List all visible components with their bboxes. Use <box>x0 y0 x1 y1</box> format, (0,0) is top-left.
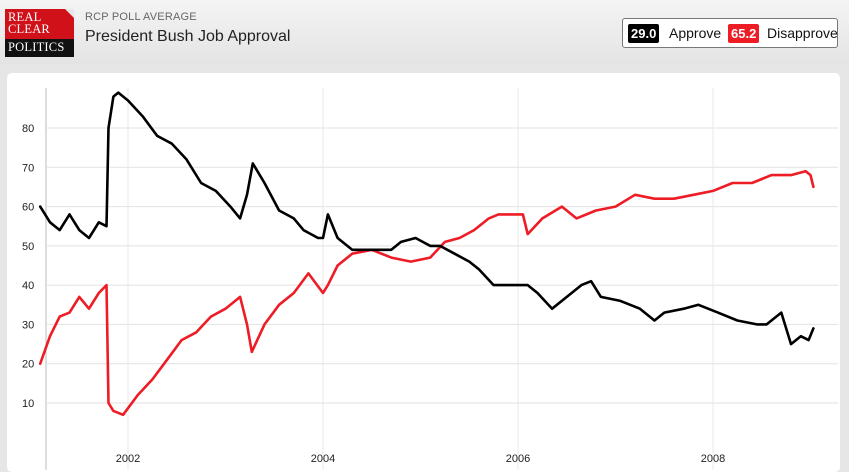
logo-line-real: REAL <box>8 10 42 24</box>
y-tick-label: 20 <box>22 359 34 371</box>
series-lines <box>38 91 815 417</box>
approve-legend-label: Approve <box>669 25 722 41</box>
x-gridlines <box>127 88 714 470</box>
realclearpolitics-logo[interactable]: REAL CLEAR POLITICS <box>5 9 74 57</box>
y-tick-label: 10 <box>22 398 34 410</box>
x-tick-label: 2008 <box>701 453 725 465</box>
approve-series-line <box>38 91 815 346</box>
gridlines <box>45 88 838 470</box>
logo-corner-fold <box>65 9 74 18</box>
y-tick-label: 30 <box>22 319 34 331</box>
plot-card <box>7 73 840 472</box>
disapprove-series-line <box>38 169 815 417</box>
y-tick-label: 80 <box>22 123 34 135</box>
y-tick-label: 70 <box>22 162 34 174</box>
chart-header: REAL CLEAR POLITICS RCP POLL AVERAGE Pre… <box>0 0 849 64</box>
axis-ticks: 10 20 30 40 50 60 70 80 2002 2004 2006 2008 <box>22 123 725 465</box>
legend: 29.0 Approve 65.2 Disapprove <box>622 18 838 48</box>
approve-value-badge: 29.0 <box>628 24 660 43</box>
logo-red-panel <box>5 9 74 39</box>
poll-average-kicker: RCP POLL AVERAGE <box>85 11 197 23</box>
logo-line-clear: CLEAR <box>8 22 50 36</box>
x-tick-label: 2004 <box>311 453 335 465</box>
y-tick-label: 50 <box>22 241 34 253</box>
y-tick-label: 40 <box>22 280 34 292</box>
x-tick-label: 2002 <box>116 453 140 465</box>
logo-line-politics: POLITICS <box>8 40 65 54</box>
x-tick-label: 2006 <box>506 453 530 465</box>
disapprove-value-badge: 65.2 <box>728 24 760 43</box>
disapprove-legend-label: Disapprove <box>767 25 838 41</box>
chart-title: President Bush Job Approval <box>85 28 291 45</box>
y-tick-label: 60 <box>22 202 34 214</box>
